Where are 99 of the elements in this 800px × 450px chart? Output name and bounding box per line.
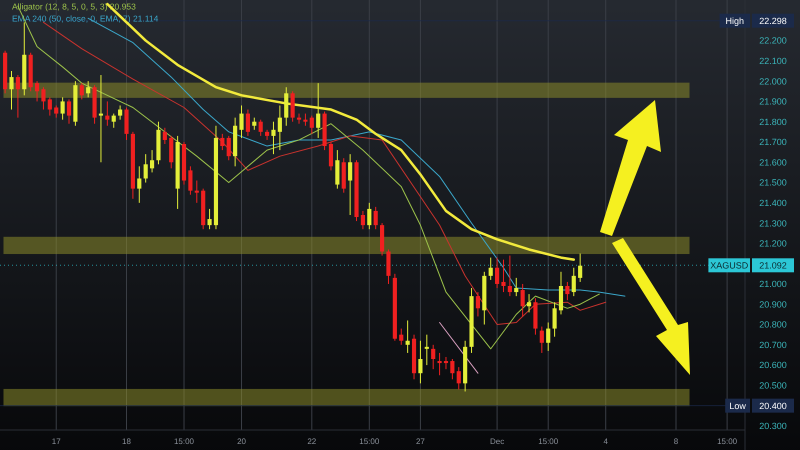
candlestick — [246, 109, 250, 136]
candlestick — [48, 96, 52, 116]
y-tick-label: 21.700 — [759, 137, 787, 148]
x-tick-label: 17 — [52, 437, 62, 446]
candlestick — [188, 166, 192, 196]
x-tick-label: 15:00 — [174, 437, 195, 446]
candlestick — [360, 210, 365, 230]
candlestick — [137, 166, 142, 204]
y-tick-label: 20.700 — [759, 340, 787, 350]
candlestick — [98, 74, 104, 163]
candlestick — [194, 180, 199, 204]
candlestick — [80, 82, 84, 100]
candlestick — [162, 127, 167, 145]
candlestick — [278, 104, 282, 151]
candlestick — [526, 294, 532, 313]
y-tick-label: 22.200 — [759, 36, 787, 46]
candlestick — [328, 141, 334, 171]
ref-line-label: XAGUSD — [710, 260, 749, 270]
candlestick — [476, 292, 480, 317]
y-tick-label: 22.000 — [759, 76, 787, 86]
candlestick — [118, 104, 122, 120]
candlestick — [367, 202, 372, 230]
candlestick — [508, 255, 512, 297]
candlestick — [60, 96, 65, 120]
candlestick — [303, 113, 308, 126]
x-tick-label: Dec — [490, 437, 504, 446]
candlestick — [456, 366, 461, 390]
x-tick-label: 15:00 — [359, 437, 380, 446]
candlestick — [150, 150, 154, 173]
candlestick — [220, 133, 224, 151]
x-tick-label: 22 — [307, 437, 317, 446]
candlestick — [34, 80, 40, 102]
x-tick-label: 20 — [237, 437, 247, 446]
candlestick — [112, 113, 116, 128]
ref-line-label: High — [726, 16, 744, 26]
y-tick-label: 22.100 — [759, 56, 787, 66]
y-tick-label: 20.800 — [759, 320, 787, 330]
y-tick-label: 21.600 — [759, 157, 787, 168]
x-tick-label: 4 — [603, 437, 608, 446]
candlestick — [54, 104, 58, 118]
y-tick-label: 21.300 — [759, 218, 787, 228]
candlestick — [578, 253, 582, 282]
x-tick-label: 15:00 — [717, 437, 738, 446]
y-tick-label: 20.500 — [759, 380, 787, 391]
candlestick — [239, 104, 244, 138]
candlestick — [418, 340, 422, 384]
y-tick-label: 21.400 — [759, 198, 787, 208]
y-tick-label: 20.600 — [759, 360, 787, 370]
candlestick — [406, 320, 410, 354]
candlestick — [9, 70, 14, 110]
candlestick — [444, 356, 448, 370]
candlestick — [86, 80, 90, 98]
candlestick — [540, 326, 544, 354]
y-tick-label: 20.900 — [759, 299, 787, 310]
candlestick — [565, 281, 570, 301]
x-tick-label: 27 — [416, 437, 426, 446]
candlestick — [488, 257, 493, 280]
line-series — [42, 22, 606, 326]
x-tick-label: 15:00 — [538, 437, 559, 446]
candlestick — [495, 257, 500, 289]
candlestick — [105, 100, 110, 126]
candlestick — [552, 302, 557, 338]
candlestick — [546, 322, 550, 352]
candlestick — [144, 154, 148, 184]
candlestick — [501, 259, 506, 293]
y-tick-label: 21.800 — [759, 116, 787, 127]
candlestick — [514, 277, 518, 297]
candlestick — [520, 283, 525, 317]
candlestick — [207, 208, 212, 230]
candlestick — [265, 129, 270, 140]
y-tick-label: 21.000 — [759, 279, 787, 290]
candlestick — [66, 98, 72, 124]
y-tick-label: 20.400 — [759, 400, 787, 411]
y-tick-label: 21.092 — [759, 260, 787, 270]
candlestick — [16, 74, 20, 118]
candlestick — [348, 154, 352, 216]
candlestick — [296, 113, 302, 124]
candlestick — [431, 344, 436, 370]
candlestick — [310, 115, 314, 134]
candlestick — [226, 135, 231, 161]
candlestick — [41, 86, 46, 110]
candlestick — [316, 82, 320, 138]
y-tick-label: 21.500 — [759, 178, 787, 188]
candlestick — [271, 121, 276, 155]
candlestick — [572, 267, 576, 297]
candlestick — [374, 206, 378, 230]
candlestick — [424, 334, 429, 366]
x-tick-label: 8 — [674, 437, 679, 446]
candlestick — [252, 117, 256, 130]
candlestick — [438, 352, 442, 376]
y-tick-label: 20.300 — [759, 421, 787, 432]
candlestick — [450, 358, 454, 380]
y-tick-label: 21.200 — [759, 238, 787, 249]
ref-line-label: Low — [729, 400, 746, 411]
y-tick-label: 22.298 — [759, 16, 787, 26]
y-tick-label: 21.900 — [759, 96, 787, 107]
candlestick — [258, 119, 263, 136]
x-tick-label: 18 — [122, 437, 132, 446]
candlestick — [399, 328, 404, 346]
